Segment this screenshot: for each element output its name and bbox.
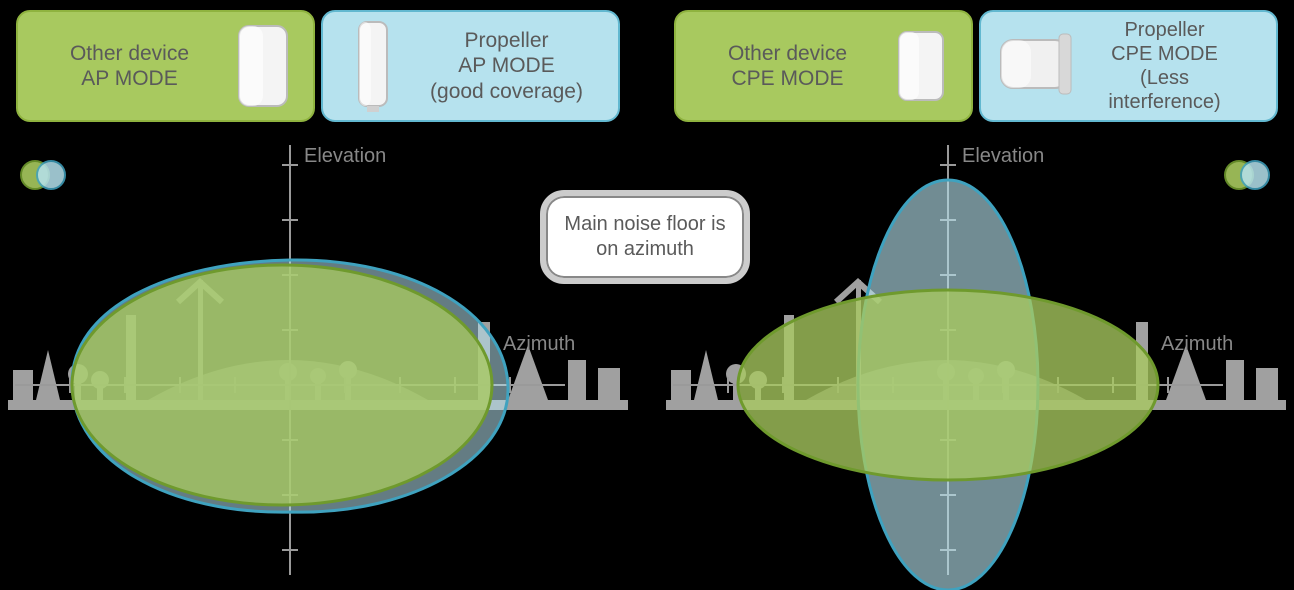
device-ap-propeller-icon: [337, 20, 409, 112]
text: AP MODE: [458, 54, 554, 77]
green-pattern: [738, 290, 1158, 480]
text: (good coverage): [430, 80, 583, 103]
left-header-row: Other device AP MODE Propeller AP: [8, 0, 628, 132]
text: AP MODE: [81, 67, 177, 90]
text: Propeller: [464, 29, 548, 52]
text: Other device: [70, 42, 189, 65]
device-cpe-other-icon: [885, 20, 957, 112]
right-chart: Elevation Azimuth: [666, 120, 1286, 590]
text: Other device: [728, 42, 847, 65]
right-card-blue: Propeller CPE MODE (Less interference): [979, 10, 1278, 122]
center-callout-text: Main noise floor is on azimuth: [560, 212, 730, 262]
left-card-blue: Propeller AP MODE (good coverage): [321, 10, 620, 122]
left-panel: Other device AP MODE Propeller AP: [8, 0, 628, 132]
green-pattern: [72, 265, 492, 505]
left-card-green-text: Other device AP MODE: [32, 41, 227, 91]
left-card-green: Other device AP MODE: [16, 10, 315, 122]
right-card-blue-text: Propeller CPE MODE (Less interference): [1067, 18, 1262, 114]
right-card-green: Other device CPE MODE: [674, 10, 973, 122]
text: interference): [1108, 91, 1220, 113]
elevation-label: Elevation: [962, 145, 1044, 167]
right-card-green-text: Other device CPE MODE: [690, 41, 885, 91]
left-chart: Elevation Azimuth: [8, 120, 628, 590]
center-callout: Main noise floor is on azimuth: [540, 190, 750, 284]
device-ap-other-icon: [227, 20, 299, 112]
azimuth-label: Azimuth: [503, 333, 575, 355]
text: Propeller: [1124, 19, 1204, 41]
text: (Less: [1140, 67, 1189, 89]
azimuth-label: Azimuth: [1161, 333, 1233, 355]
device-cpe-propeller-icon: [995, 20, 1067, 112]
elevation-label: Elevation: [304, 145, 386, 167]
right-panel: Other device CPE MODE Propeller C: [666, 0, 1286, 132]
text: CPE MODE: [1111, 43, 1218, 65]
left-card-blue-text: Propeller AP MODE (good coverage): [409, 28, 604, 104]
text: CPE MODE: [731, 67, 843, 90]
right-header-row: Other device CPE MODE Propeller C: [666, 0, 1286, 132]
